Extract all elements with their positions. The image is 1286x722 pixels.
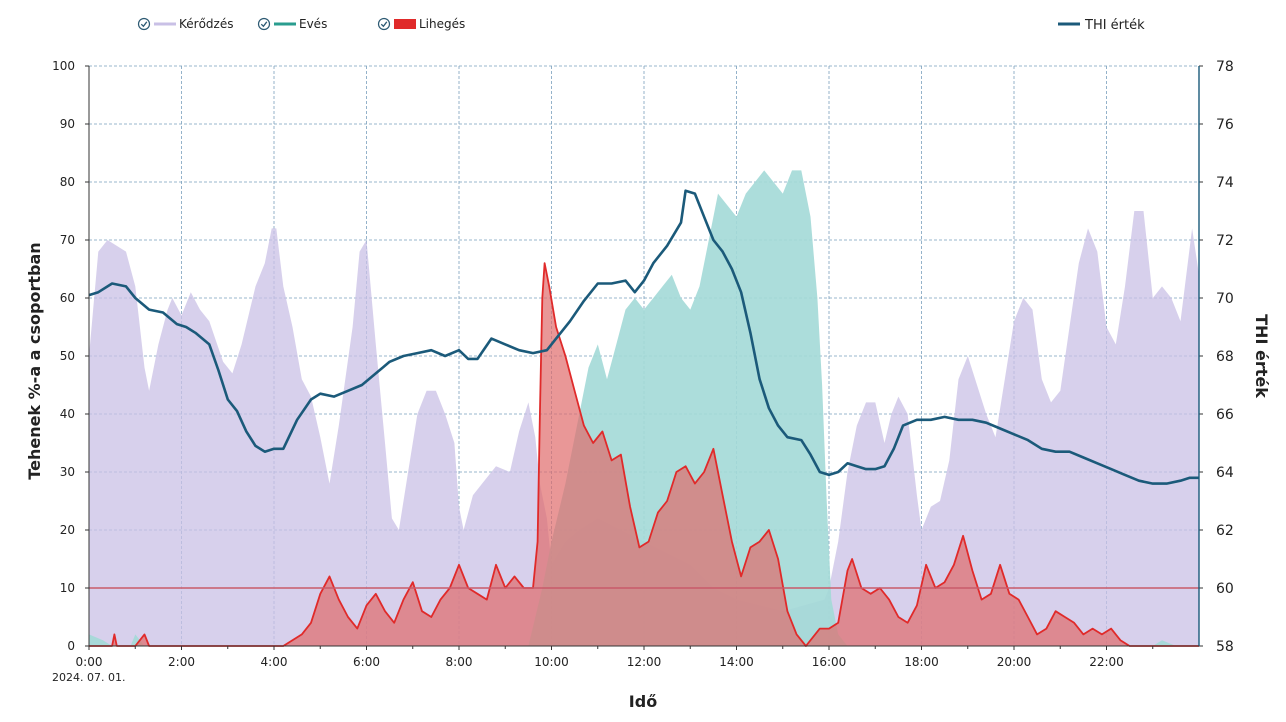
x-tick-label: 12:00 <box>627 655 662 669</box>
legend-swatch-lihekes <box>394 19 416 29</box>
x-axis-title: Idő <box>629 692 657 711</box>
x-tick-label: 10:00 <box>534 655 569 669</box>
legend-label-thi: THI érték <box>1084 18 1145 33</box>
y-tick-label-left: 20 <box>60 523 75 537</box>
x-tick-label: 4:00 <box>261 655 288 669</box>
y-tick-label-right: 76 <box>1216 117 1234 133</box>
check-icon <box>377 17 391 31</box>
legend: Kérődzés Evés Lihegés THI érték <box>137 17 1145 33</box>
series-line-thi <box>88 189 1199 485</box>
y-tick-label-right: 64 <box>1216 465 1234 481</box>
x-tick-label: 14:00 <box>719 655 754 669</box>
y-axis-title-right: THI érték <box>1252 314 1271 398</box>
check-icon <box>257 17 271 31</box>
legend-item-thi[interactable]: THI érték <box>1058 18 1145 33</box>
y-tick-label-right: 60 <box>1216 581 1234 597</box>
y-tick-label-right: 66 <box>1216 407 1234 423</box>
y-tick-label-left: 80 <box>60 175 75 189</box>
y-tick-label-left: 70 <box>60 233 75 247</box>
x-tick-label: 6:00 <box>353 655 380 669</box>
x-tick-label: 22:00 <box>1089 655 1124 669</box>
series-area-lihekes <box>89 263 1199 646</box>
series-areas <box>89 170 1199 647</box>
y-tick-label-left: 0 <box>67 639 75 653</box>
y-tick-label-right: 70 <box>1216 291 1234 307</box>
x-tick-label: 16:00 <box>812 655 847 669</box>
series-line-lihekes <box>89 262 1199 647</box>
legend-item-kerodzes[interactable]: Kérődzés <box>137 17 234 31</box>
legend-label-lihekes: Lihegés <box>419 17 465 31</box>
y-tick-label-right: 72 <box>1216 233 1234 249</box>
check-mark-icon <box>260 21 268 28</box>
axes: 0 10 20 30 40 50 60 70 80 90 100 58 60 62 64 66 68 70 72 74… <box>52 59 1234 669</box>
x-tick-label: 18:00 <box>904 655 939 669</box>
y-tick-label-left: 10 <box>60 581 75 595</box>
check-mark-icon <box>380 21 388 28</box>
x-tick-label: 2:00 <box>168 655 195 669</box>
y-tick-label-right: 74 <box>1216 175 1234 191</box>
thi-series <box>88 189 1199 485</box>
y-tick-label-right: 58 <box>1216 639 1234 655</box>
y-tick-label-left: 90 <box>60 117 75 131</box>
series-area-kerodzes <box>89 211 1199 646</box>
y-tick-label-right: 78 <box>1216 59 1234 75</box>
y-tick-label-right: 62 <box>1216 523 1234 539</box>
x-axis-date-label: 2024. 07. 01. <box>52 671 125 684</box>
y-tick-label-left: 30 <box>60 465 75 479</box>
x-tick-label: 0:00 <box>76 655 103 669</box>
y-tick-label-left: 40 <box>60 407 75 421</box>
y-tick-label-left: 100 <box>52 59 75 73</box>
y-tick-label-left: 50 <box>60 349 75 363</box>
y-axis-title-left: Tehenek %-a a csoportban <box>25 242 44 479</box>
x-tick-label: 8:00 <box>446 655 473 669</box>
legend-item-eves[interactable]: Evés <box>257 17 328 31</box>
check-icon <box>137 17 151 31</box>
check-mark-icon <box>140 21 148 28</box>
y-tick-label-left: 60 <box>60 291 75 305</box>
x-tick-label: 20:00 <box>997 655 1032 669</box>
legend-item-lihekes[interactable]: Lihegés <box>377 17 466 31</box>
legend-label-kerodzes: Kérődzés <box>179 17 233 31</box>
y-tick-label-right: 68 <box>1216 349 1234 365</box>
legend-label-eves: Evés <box>299 17 327 31</box>
series-area-eves <box>89 170 1176 646</box>
